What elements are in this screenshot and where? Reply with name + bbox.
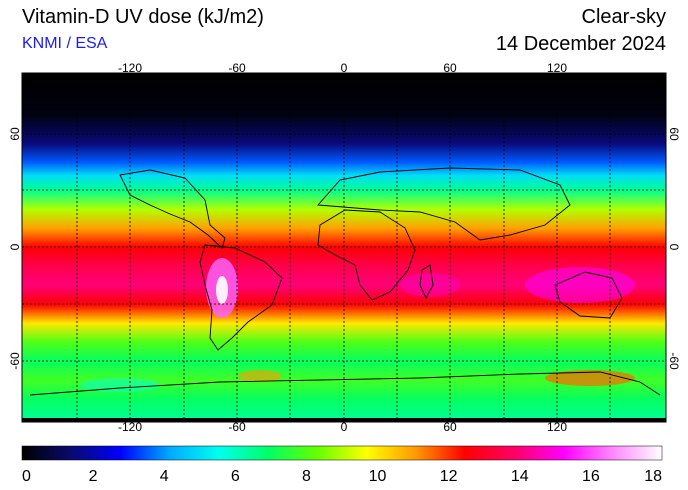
lon-tick-label-top: -120 — [118, 61, 142, 75]
lon-tick-label-top: 60 — [443, 61, 457, 75]
africa-coast — [317, 209, 416, 301]
dose-highlights — [80, 258, 635, 392]
colorbar — [22, 446, 662, 460]
lon-tick-label-top: -60 — [228, 61, 246, 75]
colorbar-labels: 0 2 4 6 8 10 12 14 16 18 — [22, 468, 662, 485]
antarctica-cool-patch — [80, 378, 160, 392]
antarctica-hotspot-east — [545, 370, 635, 386]
sky-condition-label: Clear-sky — [581, 6, 666, 28]
colorbar-tick-label: 8 — [302, 468, 311, 485]
altiplano-peak — [216, 276, 228, 304]
map-title: Vitamin-D UV dose (kJ/m2) — [22, 6, 264, 28]
lat-tick-label-left: 0 — [8, 243, 22, 250]
lon-tick-label-bottom: 120 — [547, 420, 567, 434]
eurasia-coast — [317, 167, 571, 241]
colorbar-tick-label: 14 — [511, 468, 529, 485]
lon-tick-label-bottom: -60 — [228, 420, 246, 434]
lon-tick-label-top: 0 — [341, 61, 348, 75]
lat-tick-label-left: 60 — [8, 127, 22, 141]
lon-tick-label-bottom: 0 — [341, 420, 348, 434]
north-america-coast — [119, 169, 226, 249]
colorbar-tick-label: 2 — [89, 468, 98, 485]
date-label: 14 December 2024 — [495, 33, 666, 55]
antarctica-hotspot-west — [238, 370, 282, 382]
colorbar-tick-label: 4 — [160, 468, 169, 485]
graticule — [22, 77, 666, 418]
colorbar-tick-label: 10 — [369, 468, 387, 485]
colorbar-tick-label: 0 — [22, 468, 31, 485]
colorbar-tick-label: 6 — [231, 468, 240, 485]
coastlines — [29, 167, 661, 396]
map-frame — [21, 72, 667, 423]
colorbar-tick-label: 16 — [582, 468, 600, 485]
lon-tick-label-top: 120 — [547, 61, 567, 75]
lon-tick-label-bottom: -120 — [118, 420, 142, 434]
lat-tick-label-right: 0 — [667, 244, 681, 251]
australia-hotspot — [525, 267, 635, 303]
lat-tick-label-right: 60 — [667, 127, 681, 141]
southern-africa-hotspot — [400, 273, 460, 297]
source-label: KNMI / ESA — [22, 35, 108, 52]
bottom-axis-bar — [22, 418, 666, 422]
colorbar-frame — [21, 445, 663, 461]
lon-tick-label-bottom: 60 — [443, 420, 457, 434]
antarctica-coast — [29, 371, 661, 396]
lat-tick-label-right: -60 — [667, 352, 681, 370]
top-axis-bar — [22, 73, 666, 77]
madagascar-coast — [419, 264, 434, 300]
colorbar-tick-label: 12 — [440, 468, 458, 485]
colorbar-tick-label: 18 — [644, 468, 662, 485]
south-america-coast — [199, 244, 283, 351]
lat-tick-label-left: -60 — [8, 352, 22, 370]
